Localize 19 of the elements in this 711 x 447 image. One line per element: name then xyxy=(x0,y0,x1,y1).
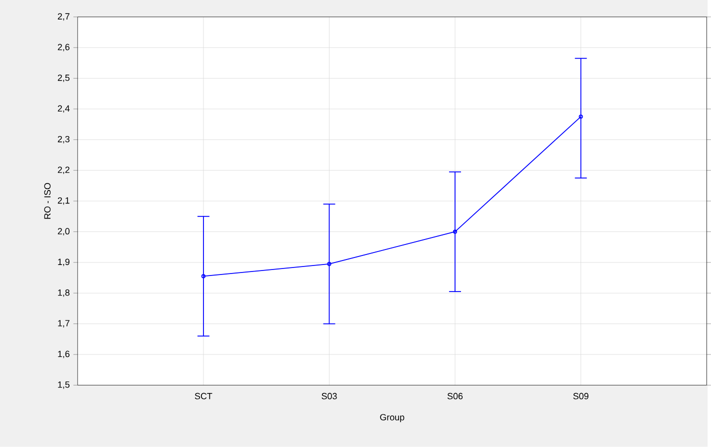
y-tick-label: 1,6 xyxy=(58,350,70,358)
x-axis-title: Group xyxy=(380,414,404,422)
y-tick-label: 1,8 xyxy=(58,289,70,297)
y-tick-label: 2,0 xyxy=(58,228,70,236)
y-tick-label: 2,7 xyxy=(58,13,70,21)
y-tick-label: 1,5 xyxy=(58,382,70,389)
y-tick-label: 2,4 xyxy=(58,105,70,113)
y-tick-label: 1,7 xyxy=(58,320,70,328)
y-tick-label: 1,9 xyxy=(58,258,70,266)
x-tick-label: S09 xyxy=(573,392,588,400)
y-tick-label: 2,5 xyxy=(58,74,70,82)
y-axis-title: RO - ISO xyxy=(44,183,51,219)
x-tick-label: SCT xyxy=(194,392,212,400)
y-tick-label: 2,1 xyxy=(58,197,70,205)
y-tick-label: 2,3 xyxy=(58,136,70,144)
y-tick-label: 2,2 xyxy=(58,166,70,174)
x-tick-label: S06 xyxy=(447,392,463,400)
x-tick-label: S03 xyxy=(322,392,337,400)
y-tick-label: 2,6 xyxy=(58,44,70,52)
